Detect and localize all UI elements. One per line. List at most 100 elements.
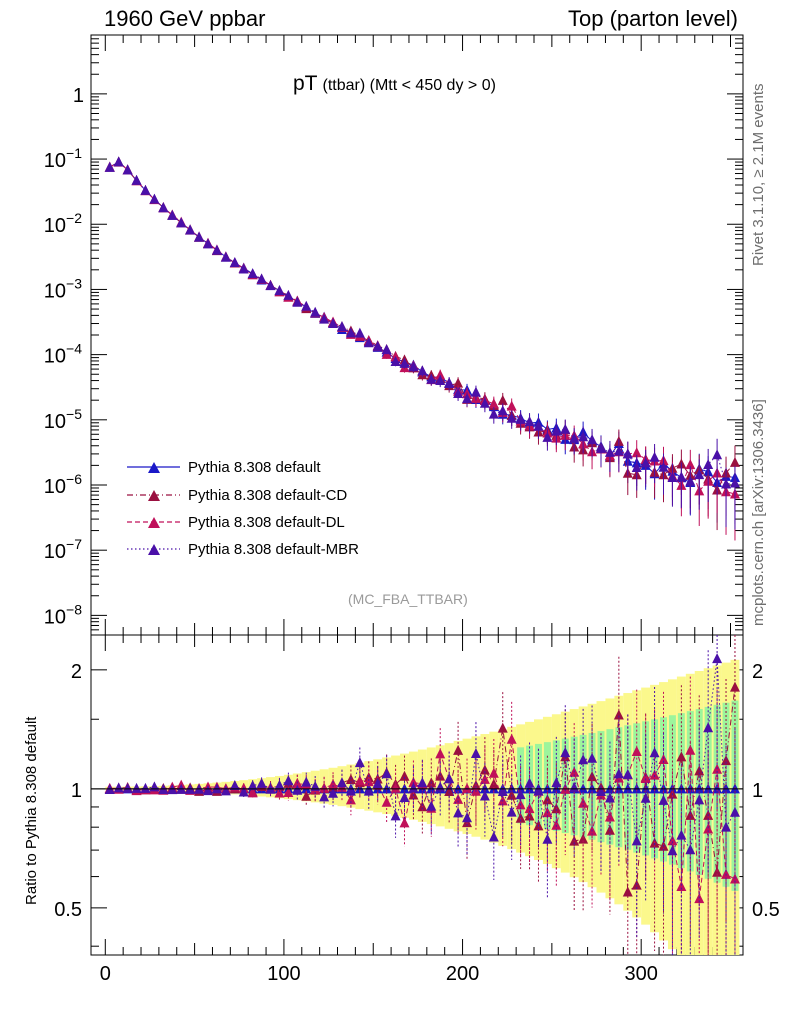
y-tick-label-ratio: 0.5 <box>54 899 82 921</box>
marker-ratio-mbr <box>676 829 687 840</box>
marker-main-mbr <box>453 387 464 398</box>
marker-main-mbr <box>158 202 169 213</box>
header-process: Top (parton level) <box>568 6 738 31</box>
marker-ratio-cd <box>444 785 455 796</box>
legend-entry-dl: Pythia 8.308 default-DL <box>127 514 345 531</box>
marker-ratio-cd <box>301 790 312 801</box>
marker-main-mbr <box>667 472 678 483</box>
y-tick-label-main: 10−2 <box>44 210 82 237</box>
marker-ratio-cd <box>685 809 696 820</box>
marker-main-mbr <box>604 446 615 457</box>
marker-main-mbr <box>587 434 598 445</box>
marker-main-mbr <box>354 327 365 338</box>
marker-ratio-mbr <box>613 768 624 779</box>
marker-main-mbr <box>435 375 446 386</box>
marker-ratio-dl <box>479 773 490 784</box>
marker-main-mbr <box>122 164 133 175</box>
marker-ratio-mbr <box>658 794 669 805</box>
legend-entry-default: Pythia 8.308 default <box>127 459 321 476</box>
marker-ratio-mbr <box>131 782 142 793</box>
marker-main-mbr <box>113 156 124 167</box>
marker-ratio-dl <box>283 786 294 797</box>
marker-main-mbr <box>658 461 669 472</box>
marker-ratio-dl <box>676 880 687 891</box>
marker-main-dl <box>506 400 517 411</box>
marker-main-mbr <box>149 193 160 204</box>
marker-main-mbr <box>265 280 276 291</box>
marker-main-mbr <box>497 405 508 416</box>
marker-ratio-mbr <box>497 786 508 797</box>
marker-ratio-mbr <box>354 757 365 768</box>
marker-ratio-cd <box>515 812 526 823</box>
marker-ratio-mbr <box>542 833 553 844</box>
header-energy: 1960 GeV ppbar <box>104 6 266 31</box>
marker-ratio-dl <box>506 733 517 744</box>
marker-ratio-cd <box>587 771 598 782</box>
main-axis-ticks: 10−8 10−7 10−6 10−5 10−4 10−3 10−2 10−1 1 <box>44 34 743 636</box>
marker-ratio-mbr <box>712 653 723 664</box>
marker-main-mbr <box>444 377 455 388</box>
marker-ratio-mbr <box>515 789 526 800</box>
marker-ratio-mbr <box>533 785 544 796</box>
marker-main-mbr <box>479 397 490 408</box>
marker-main-mbr <box>220 251 231 262</box>
y-tick-label-main: 10−4 <box>44 341 82 368</box>
marker-main-mbr <box>712 449 723 460</box>
ratio-axis-ticks: 0 100 200 300 0.5 0.5 1 1 2 2 <box>54 635 780 985</box>
marker-ratio-mbr <box>220 785 231 796</box>
marker-ratio-dl <box>551 819 562 830</box>
marker-ratio-mbr <box>578 754 589 765</box>
marker-main-mbr <box>470 386 481 397</box>
marker-ratio-mbr <box>569 782 580 793</box>
marker-ratio-cd <box>721 755 732 766</box>
marker-main-mbr <box>649 451 660 462</box>
marker-ratio-mbr <box>506 806 517 817</box>
marker-main-mbr <box>211 244 222 255</box>
y-tick-label-main: 10−8 <box>44 601 82 628</box>
marker-main-mbr <box>408 361 419 372</box>
marker-ratio-mbr <box>328 787 339 798</box>
marker-main-mbr <box>345 327 356 338</box>
marker-ratio-dl <box>453 793 464 804</box>
marker-ratio-mbr <box>229 779 240 790</box>
marker-ratio-dl <box>435 748 446 759</box>
marker-ratio-mbr <box>336 777 347 788</box>
y-tick-label-ratio-right: 1 <box>752 780 763 802</box>
marker-main-mbr <box>515 413 526 424</box>
marker-ratio-dl <box>703 823 714 834</box>
y-tick-label-ratio: 1 <box>71 780 82 802</box>
marker-ratio-mbr <box>560 747 571 758</box>
marker-ratio-mbr <box>685 844 696 855</box>
marker-main-mbr <box>247 268 258 279</box>
marker-ratio-mbr <box>479 790 490 801</box>
marker-ratio-mbr <box>587 752 598 763</box>
marker-main-mbr <box>292 296 303 307</box>
marker-main-mbr <box>301 300 312 311</box>
marker-main-mbr <box>729 477 740 488</box>
marker-main-mbr <box>622 448 633 459</box>
marker-ratio-mbr <box>203 785 214 796</box>
x-tick-label: 100 <box>267 963 300 985</box>
marker-main-mbr <box>578 431 589 442</box>
marker-ratio-mbr <box>640 792 651 803</box>
marker-main-mbr <box>381 344 392 355</box>
marker-ratio-mbr <box>426 800 437 811</box>
marker-ratio-cd <box>479 764 490 775</box>
marker-main-mbr <box>613 445 624 456</box>
marker-ratio-cd <box>497 722 508 733</box>
marker-main-mbr <box>560 423 571 434</box>
marker-ratio-dl <box>604 811 615 822</box>
marker-main-mbr <box>685 475 696 486</box>
y-tick-label-ratio-right: 2 <box>752 661 763 683</box>
y-tick-label-main: 1 <box>73 85 84 107</box>
marker-ratio-mbr <box>453 807 464 818</box>
marker-ratio-dl <box>345 794 356 805</box>
marker-ratio-dl <box>667 835 678 846</box>
marker-ratio-mbr <box>372 777 383 788</box>
marker-main-cd <box>453 377 464 388</box>
series-line-main-mbr <box>109 161 736 485</box>
marker-ratio-mbr <box>140 782 151 793</box>
marker-main-mbr <box>631 461 642 472</box>
marker-ratio-cd <box>676 751 687 762</box>
marker-ratio-mbr <box>345 785 356 796</box>
